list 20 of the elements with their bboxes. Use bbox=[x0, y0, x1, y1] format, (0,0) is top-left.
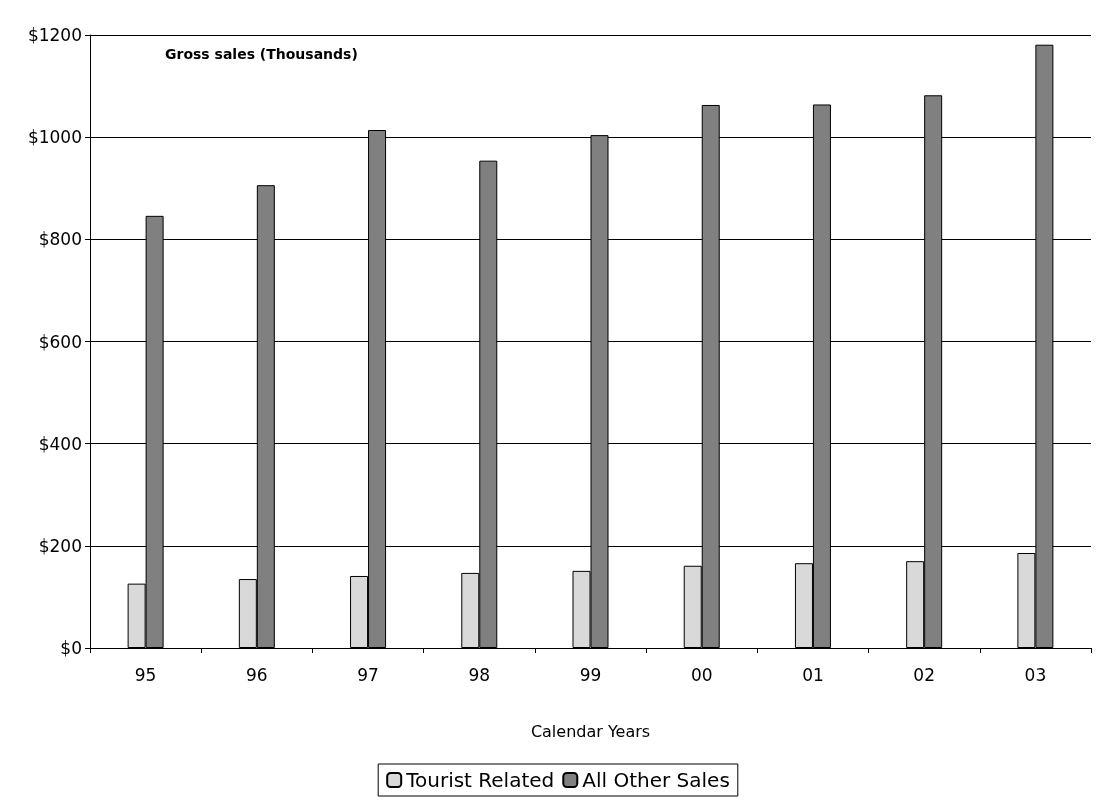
y-tick-label: $200 bbox=[38, 535, 82, 556]
y-tick-label: $600 bbox=[38, 331, 82, 352]
legend-label: All Other Sales bbox=[582, 768, 730, 792]
y-tick-label: $400 bbox=[38, 433, 82, 454]
x-tick-label: 97 bbox=[357, 664, 379, 685]
x-tick-label: 96 bbox=[246, 664, 268, 685]
y-tick-label: $1200 bbox=[27, 25, 82, 45]
x-tick-label: 03 bbox=[1024, 664, 1047, 685]
text: Gross sales (Thousands) bbox=[165, 46, 358, 62]
x-tick-label: 98 bbox=[468, 664, 491, 685]
x-tick-label: 95 bbox=[134, 664, 157, 685]
x-tick-label: 01 bbox=[802, 664, 824, 685]
x-tick-label: 99 bbox=[579, 664, 602, 685]
x-tick-label: 00 bbox=[690, 664, 713, 685]
x-tick-label: 02 bbox=[913, 664, 935, 685]
y-tick-label: $0 bbox=[60, 638, 82, 658]
legend-label: Tourist Related bbox=[405, 768, 555, 792]
y-tick-label: $800 bbox=[38, 229, 82, 250]
x-axis-title: Calendar Years bbox=[530, 721, 651, 741]
y-tick-label: $1000 bbox=[27, 127, 82, 148]
